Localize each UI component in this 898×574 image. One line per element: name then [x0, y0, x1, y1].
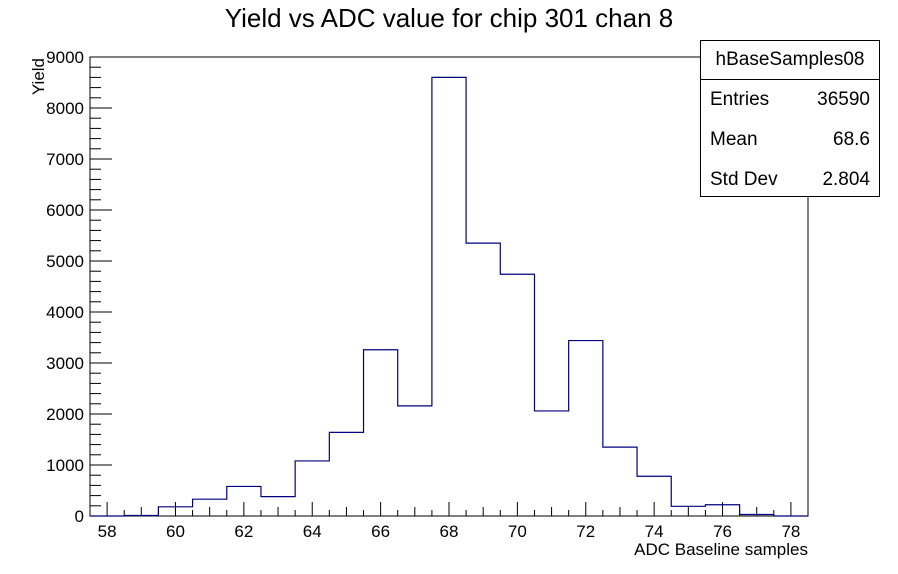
histogram-bin	[671, 506, 705, 516]
histogram-bin	[124, 515, 158, 516]
stats-entries-value: 36590	[817, 89, 870, 110]
axis-tick-labels: 58 60 62 64 66 68 70 72 74 76 78 0 1000 2000 3000 4000 5…	[46, 48, 800, 541]
stats-mean-label: Mean	[710, 129, 758, 150]
stats-box: hBaseSamples08 Entries 36590 Mean 68.6 S…	[700, 40, 880, 197]
stats-mean-row: Mean 68.6	[710, 129, 870, 151]
histogram-bin	[637, 476, 671, 516]
y-tick-label: 9000	[46, 48, 84, 67]
stats-entries-label: Entries	[710, 89, 770, 110]
histogram-bin	[193, 499, 227, 516]
x-tick-label: 60	[166, 522, 185, 541]
x-tick-label: 62	[234, 522, 253, 541]
y-tick-label: 7000	[46, 150, 84, 169]
histogram-bin	[705, 505, 739, 516]
axis-ticks	[90, 56, 792, 517]
x-tick-label: 72	[576, 522, 595, 541]
y-tick-label: 2000	[46, 405, 84, 424]
y-tick-label: 6000	[46, 201, 84, 220]
x-tick-label: 74	[645, 522, 664, 541]
histogram-bin	[432, 77, 466, 516]
x-tick-label: 68	[440, 522, 459, 541]
histogram-bin	[398, 406, 432, 516]
histogram-bin	[261, 497, 295, 516]
y-tick-label: 3000	[46, 354, 84, 373]
x-tick-label: 66	[371, 522, 390, 541]
stats-box-title: hBaseSamples08	[701, 41, 879, 80]
histogram-bin	[295, 461, 329, 516]
histogram-bins	[124, 77, 774, 516]
y-tick-label: 0	[75, 507, 84, 526]
x-tick-label: 78	[781, 522, 800, 541]
stats-stddev-label: Std Dev	[710, 169, 778, 190]
stats-stddev-row: Std Dev 2.804	[710, 169, 870, 191]
histogram-bin	[569, 341, 603, 516]
x-tick-label: 58	[98, 522, 117, 541]
x-axis-label: ADC Baseline samples	[634, 540, 808, 559]
histogram-bin	[603, 447, 637, 516]
histogram-line	[90, 76, 808, 517]
x-tick-label: 70	[508, 522, 527, 541]
y-axis-label: Yield	[29, 58, 48, 95]
histogram-bin	[364, 350, 398, 516]
y-tick-label: 5000	[46, 252, 84, 271]
stats-mean-value: 68.6	[833, 129, 870, 150]
histogram-bin	[500, 274, 534, 516]
x-tick-label: 76	[713, 522, 732, 541]
x-tick-label: 64	[303, 522, 322, 541]
y-tick-label: 8000	[46, 99, 84, 118]
histogram-bin	[227, 486, 261, 516]
y-tick-label: 1000	[46, 456, 84, 475]
histogram-bin	[740, 514, 774, 516]
histogram-bin	[329, 432, 363, 516]
y-tick-label: 4000	[46, 303, 84, 322]
stats-stddev-value: 2.804	[822, 169, 870, 190]
stats-entries-row: Entries 36590	[710, 89, 870, 111]
histogram-bin	[466, 243, 500, 516]
histogram-bin	[534, 411, 568, 516]
chart-title: Yield vs ADC value for chip 301 chan 8	[225, 3, 674, 33]
histogram-bin	[158, 507, 192, 516]
